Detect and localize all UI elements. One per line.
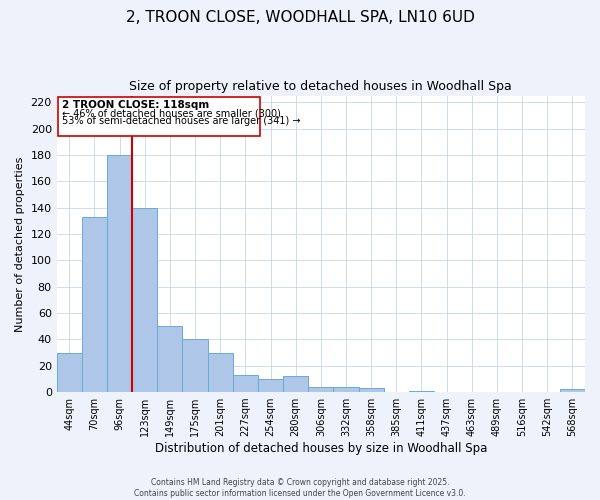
Text: Contains HM Land Registry data © Crown copyright and database right 2025.
Contai: Contains HM Land Registry data © Crown c… <box>134 478 466 498</box>
Bar <box>233 375 258 392</box>
Text: ← 46% of detached houses are smaller (300): ← 46% of detached houses are smaller (30… <box>62 108 281 118</box>
Bar <box>132 208 157 392</box>
Text: 53% of semi-detached houses are larger (341) →: 53% of semi-detached houses are larger (… <box>62 116 300 126</box>
Bar <box>359 388 384 392</box>
Text: 2 TROON CLOSE: 118sqm: 2 TROON CLOSE: 118sqm <box>62 100 209 110</box>
Bar <box>560 390 585 392</box>
FancyBboxPatch shape <box>58 97 260 136</box>
Bar <box>283 376 308 392</box>
Bar <box>182 340 208 392</box>
Bar <box>56 352 82 392</box>
Bar <box>157 326 182 392</box>
Bar <box>409 391 434 392</box>
Bar <box>107 155 132 392</box>
Bar <box>334 387 359 392</box>
Y-axis label: Number of detached properties: Number of detached properties <box>15 156 25 332</box>
Bar <box>208 352 233 392</box>
Bar <box>308 387 334 392</box>
Text: 2, TROON CLOSE, WOODHALL SPA, LN10 6UD: 2, TROON CLOSE, WOODHALL SPA, LN10 6UD <box>125 10 475 25</box>
X-axis label: Distribution of detached houses by size in Woodhall Spa: Distribution of detached houses by size … <box>155 442 487 455</box>
Bar <box>258 379 283 392</box>
Bar <box>82 217 107 392</box>
Title: Size of property relative to detached houses in Woodhall Spa: Size of property relative to detached ho… <box>130 80 512 93</box>
